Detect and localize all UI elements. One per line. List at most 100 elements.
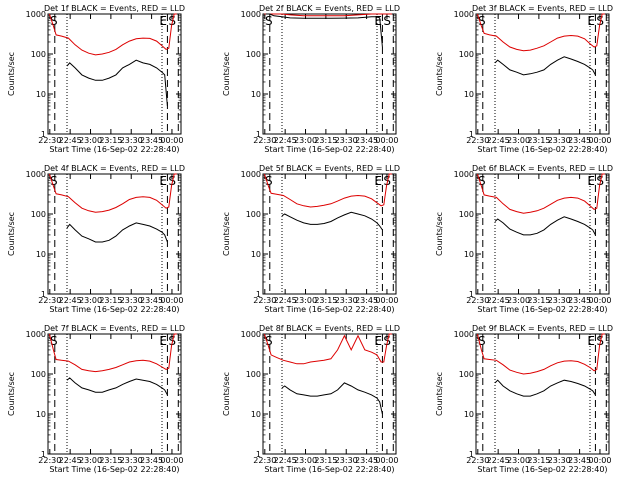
panel-title: Det 7f BLACK = Events, RED = LLD (44, 324, 185, 333)
flag-e-right: E (159, 174, 167, 188)
flag-e-right: E (587, 174, 595, 188)
x-tick-label: 22:45 (59, 456, 82, 465)
x-tick-label: 23:00 (507, 296, 530, 305)
y-tick-label: 100 (459, 370, 474, 379)
panel-det-1: Det 1f BLACK = Events, RED = LLD 1 10 100 10… (7, 4, 185, 154)
plot-frame (262, 333, 397, 455)
x-tick-label: 23:15 (314, 136, 337, 145)
flag-s-left: S (50, 334, 58, 348)
x-tick-label: 22:45 (487, 136, 510, 145)
x-tick-label: 23:00 (507, 136, 530, 145)
x-tick-label: 23:45 (568, 296, 591, 305)
x-tick-label: 22:45 (274, 136, 297, 145)
y-tick-label: 1000 (241, 170, 261, 179)
x-tick-label: 22:30 (253, 456, 276, 465)
y-tick-label: 10 (251, 250, 261, 259)
plot-frame (475, 333, 610, 455)
panel-title: Det 9f BLACK = Events, RED = LLD (472, 324, 613, 333)
flag-s-left: S (265, 14, 273, 28)
x-tick-label: 22:30 (466, 296, 489, 305)
y-axis-label: Counts/sec (222, 212, 231, 256)
x-tick-label: 23:15 (527, 456, 550, 465)
y-tick-label: 100 (246, 50, 261, 59)
x-tick-label: 22:30 (253, 296, 276, 305)
y-tick-label: 100 (31, 210, 46, 219)
events-series-line (494, 216, 596, 236)
x-tick-label: 23:00 (79, 136, 102, 145)
x-tick-label: 22:30 (466, 136, 489, 145)
flag-s-left: S (50, 14, 58, 28)
x-tick-label: 23:15 (527, 136, 550, 145)
lld-series-line (48, 333, 177, 373)
x-axis-label: Start Time (16-Sep-02 22:28:40) (49, 305, 179, 314)
y-tick-label: 1000 (241, 330, 261, 339)
plot-frame (262, 173, 397, 295)
x-tick-label: 00:00 (588, 456, 611, 465)
panel-title: Det 2f BLACK = Events, RED = LLD (259, 4, 400, 13)
x-tick-label: 22:45 (59, 296, 82, 305)
x-tick-label: 23:30 (335, 136, 358, 145)
x-tick-label: 23:15 (99, 456, 122, 465)
x-tick-label: 23:00 (79, 456, 102, 465)
plot-frame (475, 173, 610, 295)
x-tick-label: 00:00 (160, 296, 183, 305)
y-tick-label: 100 (31, 370, 46, 379)
y-tick-label: 1000 (26, 10, 46, 19)
x-tick-label: 00:00 (375, 296, 398, 305)
x-axis-label: Start Time (16-Sep-02 22:28:40) (477, 465, 607, 474)
x-tick-label: 23:15 (99, 296, 122, 305)
lld-series-line (476, 333, 605, 375)
x-tick-label: 23:45 (568, 456, 591, 465)
panel-det-2: Det 2f BLACK = Events, RED = LLD 1 10 100 10… (222, 4, 400, 154)
y-tick-label: 100 (246, 370, 261, 379)
flag-e-right: E (374, 334, 382, 348)
x-tick-label: 23:00 (294, 456, 317, 465)
x-axis-label: Start Time (16-Sep-02 22:28:40) (477, 305, 607, 314)
x-tick-label: 22:45 (274, 456, 297, 465)
x-tick-label: 23:45 (355, 456, 378, 465)
y-axis-label: Counts/sec (435, 52, 444, 96)
x-tick-label: 23:45 (140, 456, 163, 465)
y-tick-label: 100 (31, 50, 46, 59)
y-axis-label: Counts/sec (435, 372, 444, 416)
y-tick-label: 10 (464, 410, 474, 419)
y-tick-label: 1 (469, 130, 474, 139)
x-tick-label: 22:30 (38, 296, 61, 305)
events-series-line (66, 377, 168, 396)
y-tick-label: 1000 (454, 10, 474, 19)
events-series-line (66, 59, 168, 107)
y-tick-label: 10 (251, 90, 261, 99)
x-tick-label: 22:30 (466, 456, 489, 465)
flag-s-right: S (383, 14, 391, 28)
x-tick-label: 23:45 (568, 136, 591, 145)
x-tick-label: 23:30 (120, 456, 143, 465)
flag-s-left: S (265, 174, 273, 188)
y-tick-label: 1 (469, 290, 474, 299)
y-axis-label: Counts/sec (222, 52, 231, 96)
events-series-line (494, 379, 596, 397)
x-tick-label: 23:30 (548, 296, 571, 305)
x-tick-label: 23:30 (548, 456, 571, 465)
x-tick-label: 23:30 (335, 456, 358, 465)
plot-frame (262, 13, 397, 135)
lld-series-line (264, 13, 392, 17)
events-series-line (494, 56, 596, 76)
x-tick-label: 22:45 (59, 136, 82, 145)
panel-title: Det 8f BLACK = Events, RED = LLD (259, 324, 400, 333)
x-axis-label: Start Time (16-Sep-02 22:28:40) (264, 305, 394, 314)
plot-frame (47, 333, 182, 455)
x-tick-label: 23:15 (527, 296, 550, 305)
panel-det-3: Det 3f BLACK = Events, RED = LLD 1 10 100 10… (435, 4, 613, 154)
x-tick-label: 22:45 (274, 296, 297, 305)
x-tick-label: 00:00 (160, 136, 183, 145)
lld-series-line (476, 13, 605, 52)
x-tick-label: 23:00 (507, 456, 530, 465)
x-tick-label: 23:15 (99, 136, 122, 145)
x-tick-label: 23:00 (294, 136, 317, 145)
y-tick-label: 1 (41, 130, 46, 139)
x-axis-label: Start Time (16-Sep-02 22:28:40) (264, 465, 394, 474)
x-tick-label: 23:30 (120, 296, 143, 305)
x-tick-label: 23:00 (294, 296, 317, 305)
x-tick-label: 22:45 (487, 296, 510, 305)
